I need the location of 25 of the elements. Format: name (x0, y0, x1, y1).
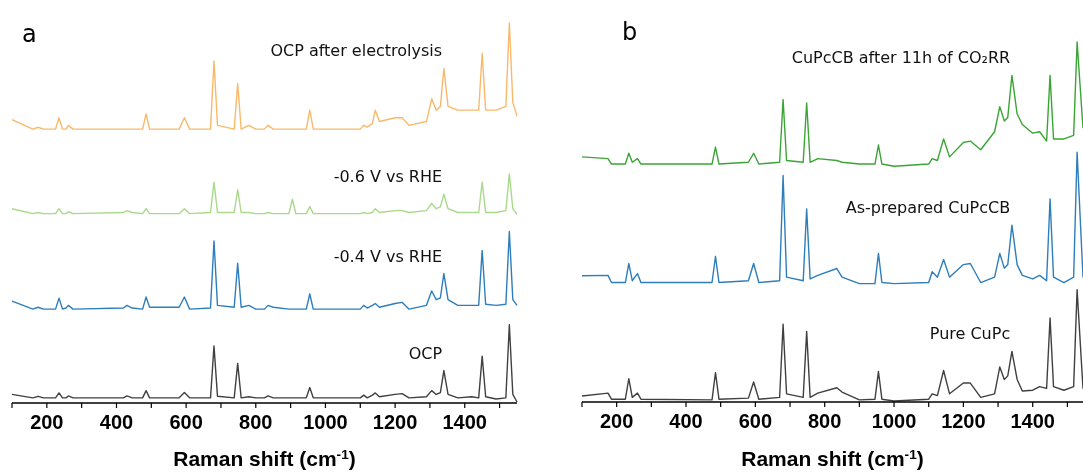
x-tick-label: 1000 (303, 411, 348, 433)
x-tick-label: 800 (239, 411, 273, 433)
series-label: -0.4 V vs RHE (333, 246, 443, 266)
x-tick-label: 800 (808, 410, 842, 432)
x-tick-label: 1000 (871, 410, 917, 432)
series-label: As-prepared CuPcCB (845, 198, 1011, 218)
series-label: Pure CuPc (929, 324, 1011, 344)
chart-title: a (22, 20, 37, 48)
series-label: OCP (408, 343, 443, 363)
series-label: CuPcCB after 11h of CO₂RR (791, 48, 1011, 68)
x-axis-title: Raman shift (cm$^{-1}$) (741, 446, 924, 470)
x-tick-label: 200 (30, 411, 64, 433)
x-tick-label: 1200 (941, 410, 986, 432)
series-label: -0.6 V vs RHE (333, 167, 443, 187)
x-tick-label: 600 (738, 410, 773, 432)
x-tick-label: 1400 (1010, 410, 1055, 432)
x-tick-label: 1400 (442, 411, 488, 433)
series-label: OCP after electrolysis (270, 41, 443, 61)
x-tick-label: 1200 (372, 411, 418, 433)
x-tick-label: 400 (99, 411, 134, 433)
x-tick-label: 400 (669, 410, 703, 432)
x-axis-title: Raman shift (cm$^{-1}$) (173, 446, 356, 470)
x-tick-label: 200 (599, 410, 634, 432)
chart-title: b (622, 18, 638, 46)
x-tick-label: 600 (169, 411, 203, 433)
